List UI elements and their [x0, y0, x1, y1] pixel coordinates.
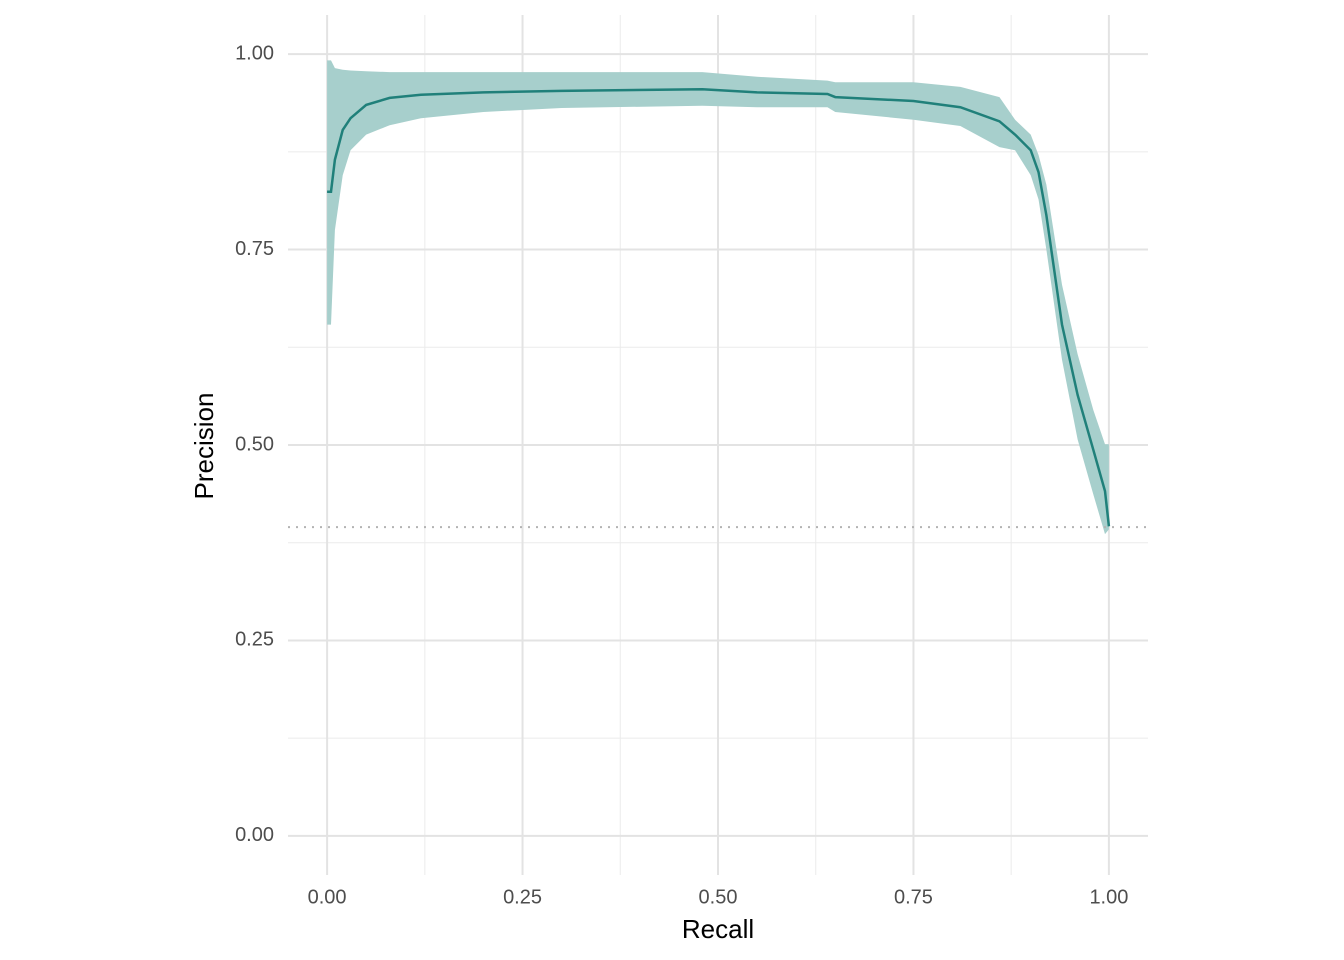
confidence-ribbon: [327, 60, 1109, 535]
y-tick-label: 0.25: [235, 629, 274, 651]
y-tick-label: 0.50: [235, 433, 274, 455]
x-tick-label: 0.00: [308, 886, 347, 908]
x-tick-label: 0.50: [699, 886, 738, 908]
y-tick-label: 0.00: [235, 824, 274, 846]
y-axis-title: Precision: [189, 393, 219, 500]
x-tick-label: 1.00: [1089, 886, 1128, 908]
y-tick-label: 0.75: [235, 238, 274, 260]
precision-line: [327, 88, 1111, 527]
x-axis-title: Recall: [682, 914, 754, 944]
x-tick-label: 0.75: [894, 886, 933, 908]
x-tick-label: 0.25: [503, 886, 542, 908]
y-tick-label: 1.00: [235, 42, 274, 64]
